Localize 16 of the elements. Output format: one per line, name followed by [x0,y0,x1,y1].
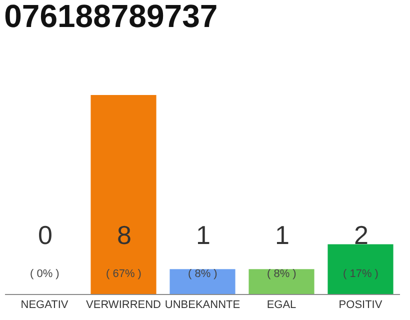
data-label: 8 [117,220,132,250]
data-label: 2 [354,220,368,250]
annotation: ( 8% ) [188,268,218,280]
annotation: ( 0% ) [30,268,60,280]
x-tick-label: POSITIV [338,299,383,312]
data-label: 0 [38,220,52,250]
data-label: 1 [275,220,290,250]
x-tick-label: EGAL [266,299,296,312]
x-tick-label: UNBEKANNTE [164,299,240,312]
x-tick-label: NEGATIV [20,299,69,312]
chart-title: 076188789737 [4,0,218,34]
data-label: 1 [196,220,210,250]
annotation: ( 67% ) [106,268,142,280]
annotation: ( 17% ) [343,268,378,280]
annotation: ( 8% ) [267,268,296,280]
x-tick-label: VERWIRREND [86,299,162,312]
